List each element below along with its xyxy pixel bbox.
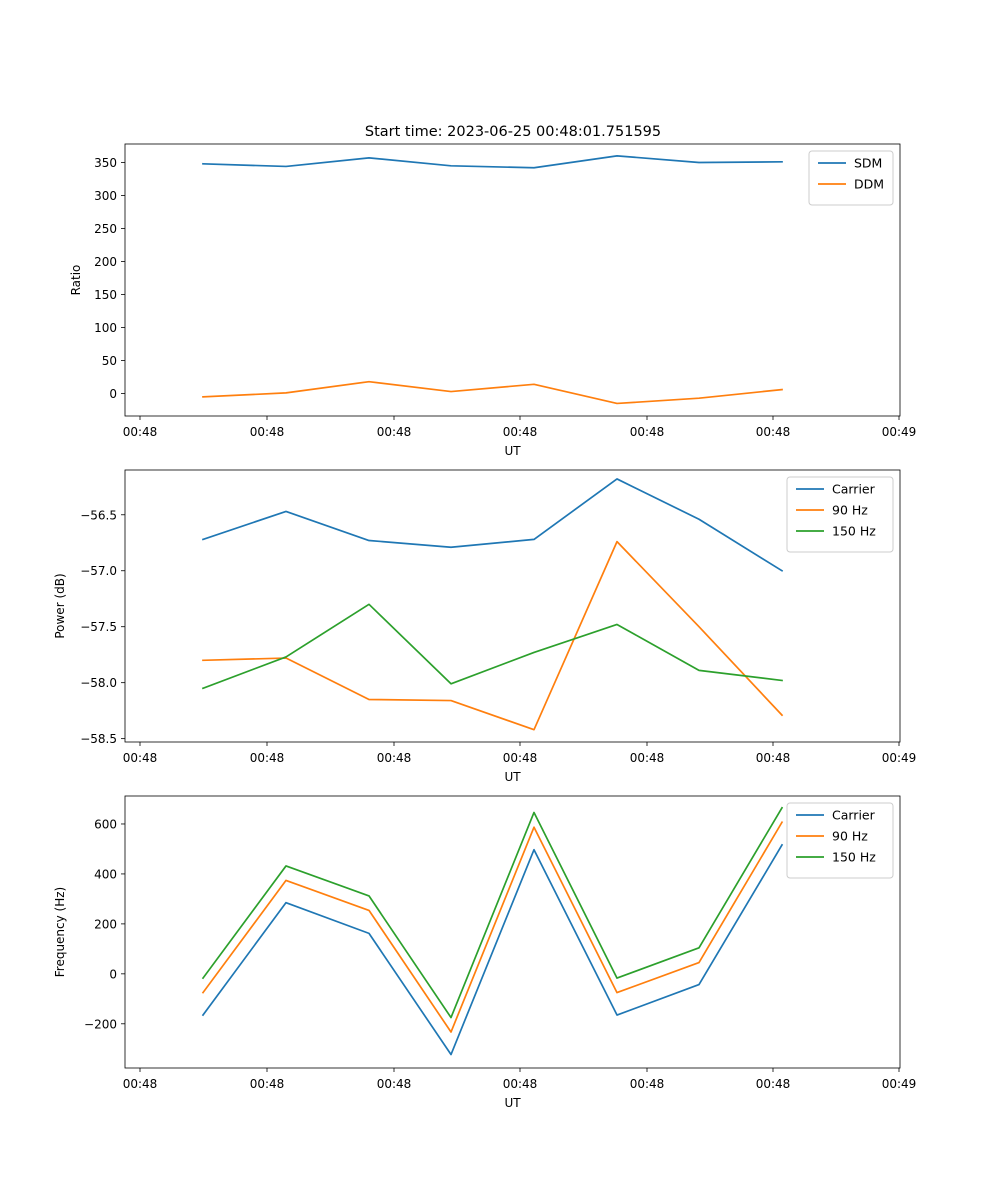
series-line-ddm bbox=[202, 380, 783, 405]
y-tick-label: 300 bbox=[94, 189, 117, 203]
legend: Carrier 90 Hz 150 Hz bbox=[786, 476, 894, 553]
x-tick-label: 00:48 bbox=[756, 751, 791, 765]
x-tick-label: 00:49 bbox=[882, 751, 917, 765]
series-lines bbox=[201, 478, 784, 731]
y-tick-label: 600 bbox=[94, 817, 117, 831]
x-tick-label: 00:49 bbox=[882, 425, 917, 439]
legend-box bbox=[808, 150, 894, 206]
x-axis: 00:48 00:48 00:48 00:48 00:48 00:48 00:49 UT bbox=[123, 1068, 917, 1110]
y-tick-label: 250 bbox=[94, 222, 117, 236]
legend: Carrier 90 Hz 150 Hz bbox=[786, 802, 894, 879]
legend-entry-label: Carrier bbox=[832, 482, 876, 497]
legend-box bbox=[786, 476, 894, 553]
y-tick-label: −56.5 bbox=[80, 508, 117, 522]
series-line-sdm bbox=[202, 155, 783, 169]
y-axis: 0 50 100 150 200 250 300 350 Ratio bbox=[69, 156, 125, 401]
x-tick-label: 00:48 bbox=[630, 425, 665, 439]
y-tick-label: −57.0 bbox=[80, 564, 117, 578]
y-tick-label: 100 bbox=[94, 321, 117, 335]
x-axis: 00:48 00:48 00:48 00:48 00:48 00:48 00:49 UT bbox=[123, 742, 917, 784]
x-axis-label: UT bbox=[504, 1096, 521, 1110]
x-tick-label: 00:48 bbox=[756, 425, 791, 439]
x-tick-label: 00:48 bbox=[123, 751, 158, 765]
series-lines bbox=[201, 806, 784, 1056]
x-tick-label: 00:48 bbox=[630, 1077, 665, 1091]
y-tick-label: 0 bbox=[109, 387, 117, 401]
y-tick-label: −58.5 bbox=[80, 732, 117, 746]
y-axis-label: Frequency (Hz) bbox=[53, 887, 67, 978]
legend-entry-label: 90 Hz bbox=[832, 503, 868, 518]
legend-entry-label: DDM bbox=[854, 177, 884, 192]
legend-entry-label: 150 Hz bbox=[832, 524, 876, 539]
x-axis: 00:48 00:48 00:48 00:48 00:48 00:48 00:49 UT bbox=[123, 416, 917, 458]
x-tick-label: 00:48 bbox=[503, 751, 538, 765]
series-line-carrier bbox=[201, 843, 784, 1056]
x-tick-label: 00:48 bbox=[250, 751, 285, 765]
y-axis-label: Power (dB) bbox=[53, 573, 67, 638]
chart-panel-2: 00:48 00:48 00:48 00:48 00:48 00:48 00:49 UT −58… bbox=[53, 469, 917, 784]
axes-frame bbox=[124, 469, 901, 743]
series-lines bbox=[202, 155, 783, 405]
y-tick-label: −58.0 bbox=[80, 676, 117, 690]
x-tick-label: 00:48 bbox=[123, 425, 158, 439]
x-tick-label: 00:48 bbox=[756, 1077, 791, 1091]
series-line-carrier bbox=[201, 478, 784, 572]
axes-frame bbox=[124, 143, 901, 417]
legend-entry-label: 150 Hz bbox=[832, 850, 876, 865]
series-line-90-hz bbox=[201, 821, 784, 1033]
y-axis-label: Ratio bbox=[69, 265, 83, 296]
x-tick-label: 00:48 bbox=[630, 751, 665, 765]
x-tick-label: 00:48 bbox=[503, 425, 538, 439]
y-tick-label: 200 bbox=[94, 917, 117, 931]
legend-entry-label: Carrier bbox=[832, 808, 876, 823]
x-tick-label: 00:48 bbox=[250, 1077, 285, 1091]
chart-panel-1: 00:48 00:48 00:48 00:48 00:48 00:48 00:49 UT 0 50… bbox=[69, 143, 917, 458]
x-axis-label: UT bbox=[504, 444, 521, 458]
y-tick-label: 150 bbox=[94, 288, 117, 302]
x-tick-label: 00:48 bbox=[250, 425, 285, 439]
y-tick-label: 350 bbox=[94, 156, 117, 170]
x-tick-label: 00:49 bbox=[882, 1077, 917, 1091]
y-axis: −200 0 200 400 600 Frequency (Hz) bbox=[53, 817, 125, 1031]
chart-panel-3: 00:48 00:48 00:48 00:48 00:48 00:48 00:49 UT −20… bbox=[53, 795, 917, 1110]
y-tick-label: 0 bbox=[109, 967, 117, 981]
y-tick-label: 400 bbox=[94, 867, 117, 881]
x-tick-label: 00:48 bbox=[503, 1077, 538, 1091]
x-tick-label: 00:48 bbox=[377, 751, 412, 765]
y-tick-label: 200 bbox=[94, 255, 117, 269]
x-tick-label: 00:48 bbox=[377, 1077, 412, 1091]
chart-title: Start time: 2023-06-25 00:48:01.751595 bbox=[365, 124, 661, 140]
chart-panels: 00:48 00:48 00:48 00:48 00:48 00:48 00:49 UT 0 50… bbox=[53, 143, 917, 1110]
x-tick-label: 00:48 bbox=[123, 1077, 158, 1091]
y-tick-label: 50 bbox=[102, 354, 117, 368]
x-axis-label: UT bbox=[504, 770, 521, 784]
y-axis: −58.5 −58.0 −57.5 −57.0 −56.5 Power (dB) bbox=[53, 508, 125, 746]
legend-box bbox=[786, 802, 894, 879]
legend-entry-label: 90 Hz bbox=[832, 829, 868, 844]
series-line-150-hz bbox=[201, 806, 784, 1019]
x-tick-label: 00:48 bbox=[377, 425, 412, 439]
legend-entry-label: SDM bbox=[854, 156, 882, 171]
y-tick-label: −57.5 bbox=[80, 620, 117, 634]
axes-frame bbox=[124, 795, 901, 1069]
series-line-90-hz bbox=[202, 540, 784, 731]
legend: SDM DDM bbox=[808, 150, 894, 206]
y-tick-label: −200 bbox=[84, 1017, 117, 1031]
series-line-150-hz bbox=[201, 603, 783, 690]
